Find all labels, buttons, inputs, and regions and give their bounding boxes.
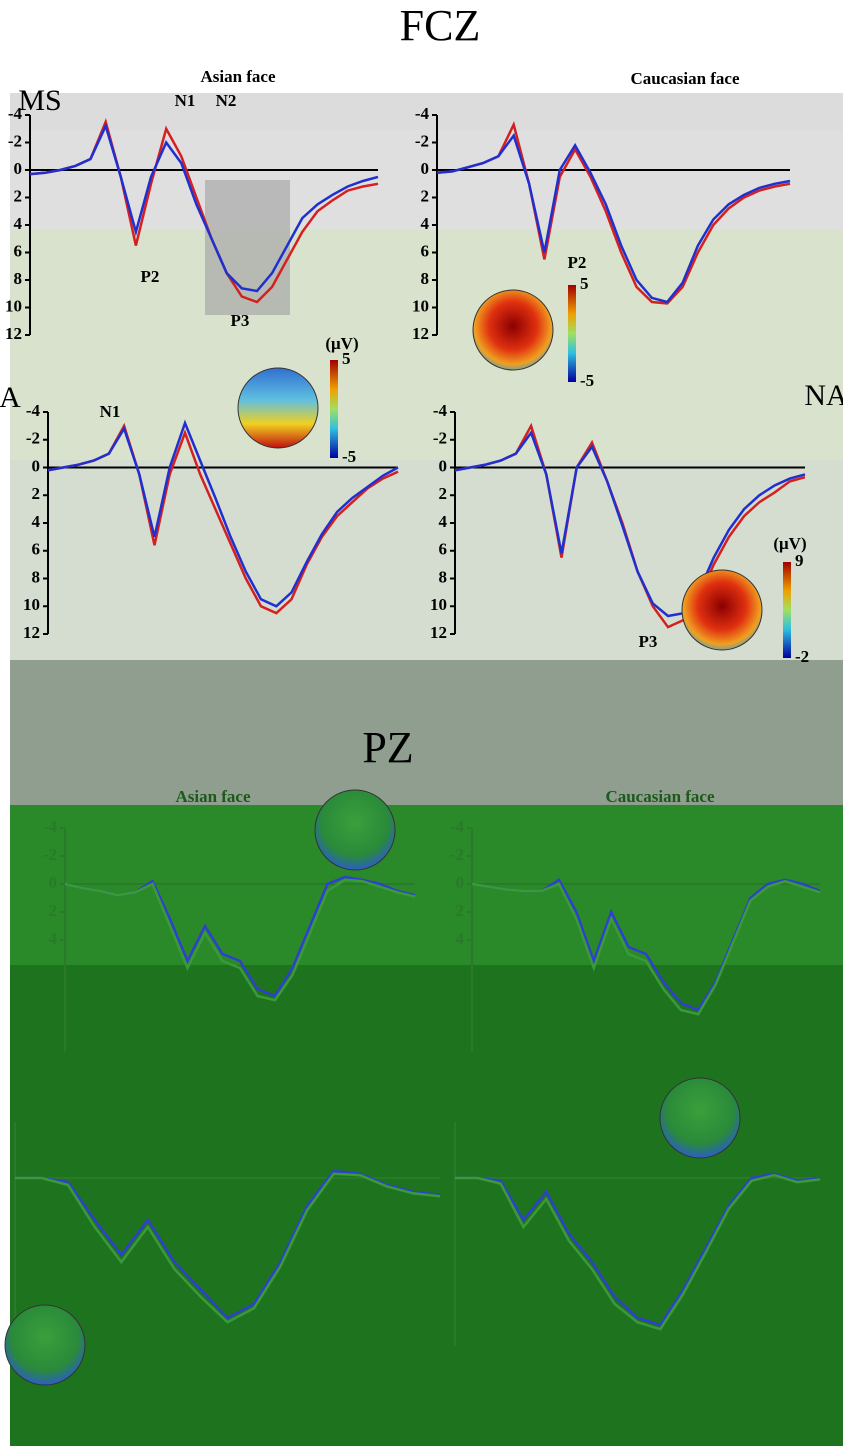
y-tick-label: 0 bbox=[32, 456, 41, 475]
y-tick-label: 6 bbox=[439, 540, 448, 559]
y-tick-label: 8 bbox=[14, 269, 23, 288]
colorbar-label: -2 bbox=[795, 647, 809, 666]
y-tick-label: 8 bbox=[439, 567, 448, 586]
band bbox=[10, 965, 843, 1446]
topomap bbox=[238, 368, 318, 448]
page: FCZ PZ -4 -2 0 2 4 6 8 10 12 Asian face MS N1 N2 P2 P3… bbox=[0, 0, 843, 1446]
colorbar-label: 9 bbox=[795, 551, 804, 570]
topomap bbox=[473, 290, 553, 370]
y-tick-label: 10 bbox=[412, 296, 429, 315]
y-tick-label: 12 bbox=[430, 623, 447, 642]
topomap bbox=[660, 1078, 740, 1158]
band bbox=[10, 660, 843, 805]
y-tick-label: -2 bbox=[26, 429, 40, 448]
y-tick-label: 2 bbox=[421, 186, 430, 205]
y-tick-label: -2 bbox=[450, 845, 464, 864]
annotation: P2 bbox=[568, 253, 587, 272]
annotation: NA bbox=[804, 379, 843, 412]
y-tick-label: 0 bbox=[456, 873, 465, 892]
figure: FCZ PZ -4 -2 0 2 4 6 8 10 12 Asian face MS N1 N2 P2 P3… bbox=[0, 0, 843, 1446]
panel-title: Caucasian face bbox=[630, 69, 740, 88]
band bbox=[10, 230, 843, 460]
annotation: P2 bbox=[141, 267, 160, 286]
y-tick-label: -2 bbox=[8, 131, 22, 150]
y-tick-label: 0 bbox=[439, 456, 448, 475]
y-tick-label: 6 bbox=[32, 540, 41, 559]
y-tick-label: -4 bbox=[450, 817, 465, 836]
colorbar bbox=[330, 360, 338, 458]
y-tick-label: 4 bbox=[49, 929, 58, 948]
title: PZ bbox=[362, 723, 413, 772]
y-tick-label: -4 bbox=[415, 104, 430, 123]
y-tick-label: 2 bbox=[49, 901, 58, 920]
y-tick-label: 4 bbox=[32, 512, 41, 531]
annotation: P3 bbox=[639, 632, 658, 651]
colorbar-label: -5 bbox=[580, 371, 594, 390]
topomap bbox=[682, 570, 762, 650]
colorbar-label: -5 bbox=[342, 447, 356, 466]
y-tick-label: 0 bbox=[14, 159, 23, 178]
y-tick-label: 4 bbox=[421, 214, 430, 233]
y-tick-label: -2 bbox=[433, 429, 447, 448]
panel-title: Asian face bbox=[200, 67, 276, 86]
y-tick-label: 12 bbox=[5, 324, 22, 343]
y-tick-label: -2 bbox=[415, 131, 429, 150]
y-tick-label: -4 bbox=[26, 401, 41, 420]
colorbar bbox=[568, 285, 576, 382]
highlight bbox=[205, 180, 290, 315]
y-tick-label: 10 bbox=[430, 595, 447, 614]
y-tick-label: 4 bbox=[14, 214, 23, 233]
colorbar bbox=[783, 562, 791, 658]
annotation: N2 bbox=[216, 91, 237, 110]
y-tick-label: 4 bbox=[439, 512, 448, 531]
annotation: N1 bbox=[100, 402, 121, 421]
y-tick-label: 8 bbox=[421, 269, 430, 288]
y-tick-label: 0 bbox=[421, 159, 430, 178]
y-tick-label: -4 bbox=[433, 401, 448, 420]
y-tick-label: 10 bbox=[5, 296, 22, 315]
annotation: MS bbox=[18, 84, 61, 117]
y-tick-label: 10 bbox=[23, 595, 40, 614]
y-tick-label: 4 bbox=[456, 929, 465, 948]
title: FCZ bbox=[400, 1, 481, 50]
y-tick-label: 6 bbox=[421, 241, 430, 260]
y-tick-label: 0 bbox=[49, 873, 58, 892]
y-tick-label: -4 bbox=[43, 817, 58, 836]
y-tick-label: 2 bbox=[32, 484, 41, 503]
y-tick-label: -2 bbox=[43, 845, 57, 864]
annotation: N1 bbox=[175, 91, 196, 110]
colorbar-label: 5 bbox=[342, 349, 351, 368]
y-tick-label: 2 bbox=[439, 484, 448, 503]
topomap bbox=[315, 790, 395, 870]
panel-title: Caucasian face bbox=[605, 787, 715, 806]
y-tick-label: 2 bbox=[14, 186, 23, 205]
annotation: A bbox=[0, 381, 21, 414]
colorbar-label: 5 bbox=[580, 274, 589, 293]
annotation: P3 bbox=[231, 311, 250, 330]
y-tick-label: 2 bbox=[456, 901, 465, 920]
y-tick-label: 8 bbox=[32, 567, 41, 586]
y-tick-label: 12 bbox=[23, 623, 40, 642]
panel-title: Asian face bbox=[175, 787, 251, 806]
y-tick-label: 6 bbox=[14, 241, 23, 260]
topomap bbox=[5, 1305, 85, 1385]
y-tick-label: 12 bbox=[412, 324, 429, 343]
